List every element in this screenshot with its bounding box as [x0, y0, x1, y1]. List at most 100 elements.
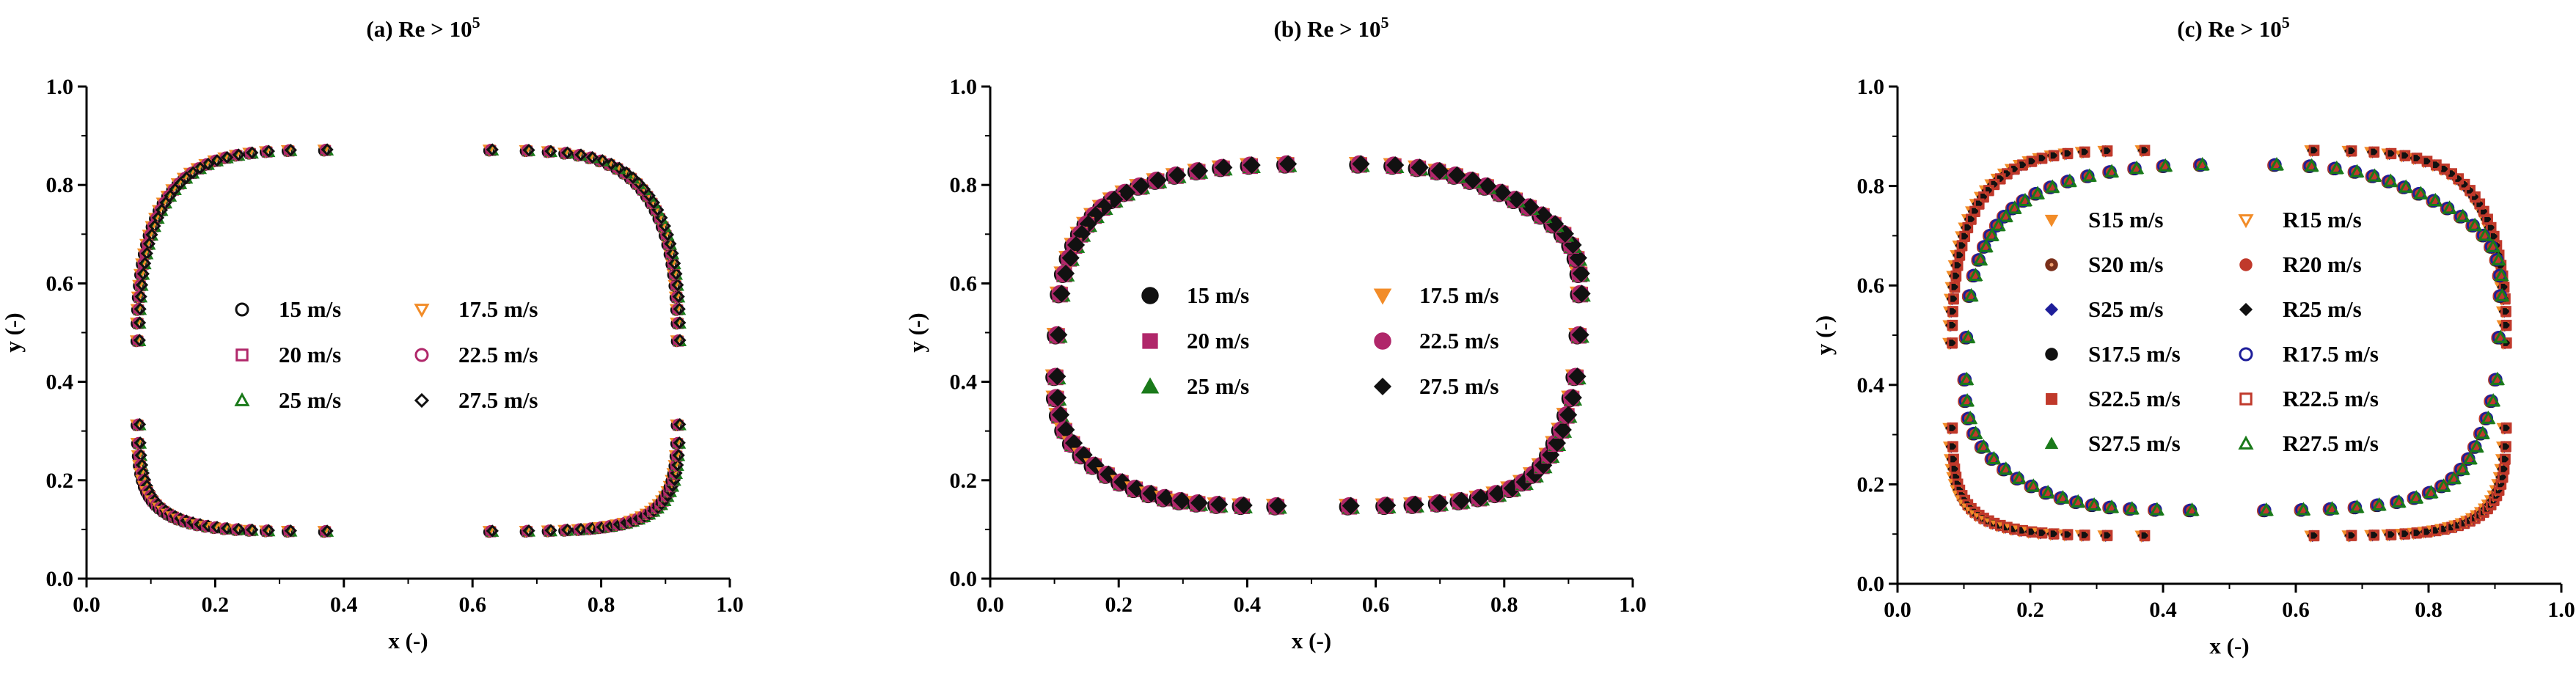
- data-point: [2455, 461, 2470, 475]
- legend-label: 17.5 m/s: [1419, 282, 1499, 308]
- x-tick-label: 0.6: [2282, 598, 2310, 622]
- legend-marker: [2238, 435, 2254, 450]
- data-point: [1053, 285, 1071, 303]
- y-tick-label: 0.0: [46, 567, 74, 591]
- data-point: [1554, 420, 1572, 439]
- data-point: [2308, 530, 2320, 541]
- data-point: [2413, 186, 2429, 199]
- y-tick-label: 0.0: [950, 567, 978, 591]
- data-point: [573, 149, 585, 161]
- data-point: [2101, 145, 2113, 156]
- legend-label: R22.5 m/s: [2283, 386, 2379, 411]
- y-tick-label: 0.8: [1857, 175, 1885, 199]
- y-tick-label: 0.2: [1857, 472, 1885, 497]
- data-point: [1947, 306, 1958, 317]
- data-point: [2409, 490, 2424, 504]
- x-tick-label: 0.4: [1234, 593, 1262, 617]
- data-point: [134, 279, 147, 291]
- data-points: [1942, 144, 2512, 543]
- data-point: [673, 418, 687, 431]
- data-point: [672, 290, 685, 303]
- data-point: [2304, 158, 2319, 172]
- data-point: [485, 143, 497, 155]
- data-point: [262, 524, 276, 537]
- data-point: [1210, 495, 1229, 513]
- legend-label: 27.5 m/s: [458, 387, 538, 413]
- data-point: [1998, 208, 2013, 222]
- data-point: [2158, 158, 2173, 172]
- y-axis-label: y (-): [0, 312, 26, 352]
- data-point: [2494, 267, 2509, 282]
- data-point: [136, 268, 148, 280]
- data-point: [244, 524, 257, 536]
- data-point: [246, 523, 259, 537]
- legend-marker: [2044, 436, 2059, 450]
- data-point: [2041, 485, 2056, 499]
- data-point: [1534, 206, 1553, 224]
- y-tick-label: 0.2: [46, 469, 74, 493]
- chart-title-superscript: 5: [472, 13, 480, 32]
- chart-panel-3: (c) Re > 105 0.0 0.2 0.4 0.6 0.8 1.0 0.0 0.2 0.4 0…: [1811, 13, 2575, 659]
- data-point: [1959, 371, 1975, 385]
- legend: S15 m/s S20 m/s S25 m/s S17.5 m/s S22.5 m/s S…: [2044, 207, 2379, 456]
- data-point: [1149, 171, 1168, 189]
- data-point: [672, 449, 685, 462]
- data-point: [202, 158, 215, 171]
- data-point: [2139, 144, 2151, 156]
- data-point: [2368, 146, 2380, 158]
- data-point: [1568, 367, 1587, 386]
- y-tick-label: 0.6: [46, 271, 74, 296]
- legend-marker: [2044, 214, 2059, 227]
- data-point: [2007, 200, 2022, 214]
- data-point: [2308, 144, 2320, 156]
- data-points: [129, 143, 687, 538]
- data-point: [2124, 501, 2140, 515]
- legend-label: 20 m/s: [1187, 328, 1249, 354]
- data-point: [133, 418, 147, 431]
- legend-label: R20 m/s: [2283, 252, 2362, 277]
- data-point: [321, 524, 334, 538]
- data-point: [664, 237, 677, 251]
- data-point: [1569, 249, 1587, 267]
- legend-marker: [2239, 347, 2253, 362]
- y-tick-label: 0.4: [950, 370, 978, 395]
- data-point: [1571, 326, 1589, 344]
- data-point: [1984, 227, 1999, 241]
- data-point: [319, 524, 332, 537]
- data-point: [2036, 153, 2048, 164]
- data-point: [2398, 179, 2414, 193]
- data-point: [1173, 491, 1191, 510]
- legend: 15 m/s 20 m/s 25 m/s 17.5 m/s 22.5 m/s 27.5 m…: [1141, 282, 1499, 399]
- data-point: [2048, 528, 2060, 540]
- legend-marker: [1373, 377, 1392, 396]
- data-point: [522, 524, 535, 538]
- data-point: [2383, 173, 2398, 187]
- chart-title-text: (a) Re > 10: [366, 16, 472, 42]
- data-point: [1048, 367, 1066, 386]
- data-point: [661, 228, 675, 241]
- data-point: [671, 278, 684, 292]
- legend-label: S17.5 m/s: [2088, 341, 2181, 367]
- legend-label: 17.5 m/s: [458, 296, 538, 322]
- data-point: [262, 144, 276, 158]
- data-point: [1947, 422, 1958, 433]
- data-point: [1572, 264, 1590, 282]
- x-tick-label: 0.0: [976, 593, 1004, 617]
- data-point: [139, 257, 152, 270]
- data-point: [2139, 530, 2151, 541]
- y-tick-label: 0.8: [950, 173, 978, 197]
- x-tick-label: 0.2: [202, 593, 230, 617]
- legend-label: S25 m/s: [2088, 296, 2164, 322]
- data-point: [596, 154, 610, 167]
- data-point: [135, 278, 149, 292]
- data-point: [1463, 171, 1482, 189]
- data-point: [2045, 179, 2060, 193]
- data-point: [1961, 329, 1976, 343]
- data-point: [284, 524, 297, 538]
- x-tick-label: 0.8: [1490, 593, 1518, 617]
- x-tick-label: 0.0: [1884, 598, 1911, 622]
- data-point: [672, 334, 684, 346]
- chart-title-superscript: 5: [2282, 13, 2290, 32]
- data-point: [486, 524, 499, 538]
- data-point: [2371, 497, 2387, 511]
